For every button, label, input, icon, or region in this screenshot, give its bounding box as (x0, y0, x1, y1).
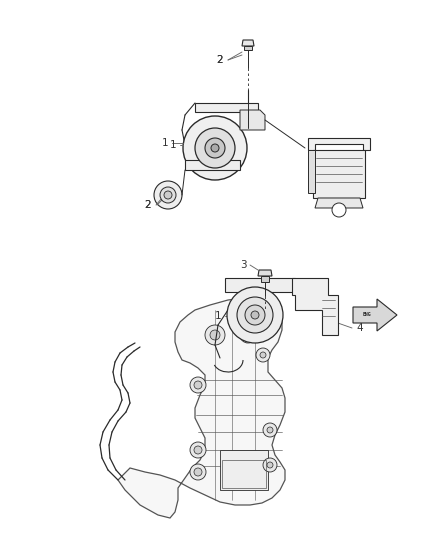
Circle shape (205, 325, 225, 345)
Circle shape (195, 128, 235, 168)
Circle shape (205, 138, 225, 158)
Circle shape (256, 348, 270, 362)
Circle shape (194, 381, 202, 389)
Text: 2: 2 (145, 200, 151, 210)
Polygon shape (185, 160, 240, 170)
Text: 1: 1 (215, 311, 221, 321)
Polygon shape (195, 103, 258, 112)
Circle shape (227, 287, 283, 343)
Polygon shape (308, 138, 370, 150)
Polygon shape (118, 298, 285, 518)
Circle shape (237, 297, 273, 333)
Circle shape (183, 116, 247, 180)
Circle shape (194, 446, 202, 454)
Polygon shape (225, 278, 295, 292)
Text: 3: 3 (240, 260, 246, 270)
Circle shape (190, 442, 206, 458)
Text: 1: 1 (162, 138, 168, 148)
Polygon shape (244, 46, 252, 50)
Circle shape (194, 468, 202, 476)
Text: 2: 2 (145, 200, 151, 210)
Circle shape (210, 330, 220, 340)
Circle shape (267, 427, 273, 433)
Circle shape (263, 423, 277, 437)
Polygon shape (308, 150, 315, 193)
Circle shape (164, 191, 172, 199)
Polygon shape (240, 110, 265, 130)
Circle shape (240, 327, 256, 343)
Circle shape (332, 203, 346, 217)
Circle shape (245, 305, 265, 325)
Circle shape (251, 311, 259, 319)
Circle shape (267, 462, 273, 468)
Polygon shape (258, 270, 272, 276)
Polygon shape (313, 150, 365, 198)
Polygon shape (242, 40, 254, 46)
Polygon shape (261, 276, 269, 282)
Polygon shape (353, 299, 397, 331)
Circle shape (211, 144, 219, 152)
Circle shape (263, 458, 277, 472)
Text: 2: 2 (217, 55, 223, 65)
Text: ENG: ENG (363, 312, 371, 318)
Polygon shape (315, 198, 363, 208)
Circle shape (190, 464, 206, 480)
Circle shape (244, 331, 252, 339)
Text: 1: 1 (170, 140, 177, 150)
Circle shape (260, 352, 266, 358)
Circle shape (154, 181, 182, 209)
Circle shape (190, 377, 206, 393)
Text: 4: 4 (357, 323, 363, 333)
Circle shape (160, 187, 176, 203)
Text: 2: 2 (217, 55, 223, 65)
Polygon shape (220, 450, 268, 490)
Polygon shape (292, 278, 338, 335)
